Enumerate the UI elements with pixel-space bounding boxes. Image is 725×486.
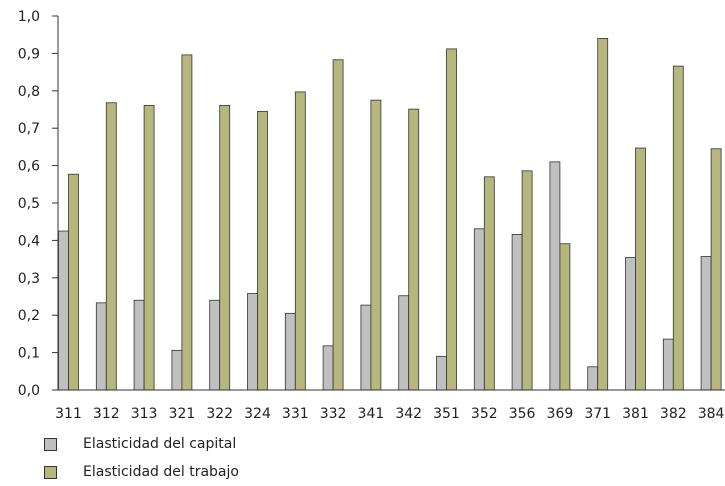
bar-capital-331: [284, 312, 296, 391]
x-tick-label: 312: [93, 406, 120, 422]
bar-capital-371: [587, 366, 599, 391]
bar-capital-332: [322, 345, 334, 391]
bar-capital-312: [95, 302, 107, 391]
bar-capital-384: [700, 256, 712, 391]
y-tick-label: 1,0: [18, 9, 40, 25]
y-tick-label: 0,2: [18, 308, 40, 324]
x-axis: 311 312 313 321 322 324 331 332 341 342 351 352 356 3…: [55, 389, 725, 422]
x-tick-label: 322: [206, 406, 233, 422]
x-tick-label: 332: [320, 406, 347, 422]
x-tick-label: 313: [131, 406, 158, 422]
bar-capital-341: [360, 304, 372, 391]
bar-trabajo-352: [483, 176, 495, 391]
bar-trabajo-369: [559, 243, 571, 391]
bar-trabajo-351: [446, 48, 457, 391]
bar-capital-352: [473, 228, 485, 391]
bar-trabajo-331: [294, 91, 306, 391]
x-tick-label: 324: [244, 406, 271, 422]
bar-capital-311: [58, 230, 69, 391]
x-tick-label: 352: [471, 406, 498, 422]
y-tick-label: 0,4: [18, 233, 40, 249]
x-tick-label: 371: [584, 406, 611, 422]
x-tick-label: 341: [358, 406, 385, 422]
bar-trabajo-313: [143, 104, 155, 391]
x-tick-label: 342: [395, 406, 422, 422]
bar-capital-342: [398, 295, 410, 391]
legend: Elasticidad del capital Elasticidad del …: [44, 430, 239, 486]
bar-trabajo-342: [408, 108, 420, 391]
y-tick-label: 0,7: [18, 121, 40, 137]
bar-trabajo-312: [105, 102, 117, 391]
bars: [58, 38, 722, 391]
bar-trabajo-322: [219, 104, 231, 391]
x-tick-label: 356: [509, 406, 536, 422]
bar-trabajo-384: [710, 148, 722, 391]
y-tick-label: 0,0: [18, 383, 40, 399]
bar-capital-369: [549, 161, 561, 391]
bar-capital-356: [511, 234, 523, 391]
bar-capital-313: [133, 299, 145, 391]
bar-trabajo-381: [635, 147, 646, 391]
bar-trabajo-371: [597, 38, 609, 391]
bar-trabajo-324: [257, 110, 268, 391]
bar-capital-381: [625, 257, 636, 391]
y-tick-label: 0,1: [18, 346, 40, 362]
x-tick-label: 384: [698, 406, 725, 422]
y-tick-label: 0,8: [18, 84, 40, 100]
x-tick-label: 369: [547, 406, 574, 422]
legend-label-trabajo: Elasticidad del trabajo: [83, 464, 239, 480]
legend-item-trabajo: Elasticidad del trabajo: [44, 458, 239, 486]
x-tick-label: 382: [660, 406, 687, 422]
legend-item-capital: Elasticidad del capital: [44, 430, 239, 458]
bar-trabajo-341: [370, 99, 382, 391]
x-tick-label: 381: [622, 406, 649, 422]
x-tick-label: 351: [433, 406, 460, 422]
bar-trabajo-332: [332, 59, 344, 391]
legend-label-capital: Elasticidad del capital: [83, 436, 237, 452]
y-tick-label: 0,5: [18, 196, 40, 212]
bar-trabajo-311: [68, 173, 79, 391]
bar-capital-324: [247, 293, 258, 391]
bar-capital-382: [662, 338, 674, 391]
y-tick-label: 0,3: [18, 271, 40, 287]
bar-trabajo-321: [181, 54, 193, 391]
bar-trabajo-356: [521, 170, 533, 391]
x-tick-label: 321: [169, 406, 196, 422]
bar-trabajo-382: [672, 65, 684, 391]
legend-swatch-capital: [44, 437, 57, 451]
x-tick-label: 331: [282, 406, 309, 422]
bar-capital-351: [436, 355, 447, 391]
y-tick-label: 0,6: [18, 159, 40, 175]
legend-swatch-trabajo: [44, 465, 57, 479]
y-axis: 0,0 0,1 0,2 0,3 0,4 0,5 0,6 0,7 0,8 0,9 1,0: [18, 9, 59, 399]
x-tick-label: 311: [55, 406, 82, 422]
bar-capital-321: [171, 349, 183, 391]
bar-capital-322: [209, 299, 221, 391]
y-tick-label: 0,9: [18, 46, 40, 62]
